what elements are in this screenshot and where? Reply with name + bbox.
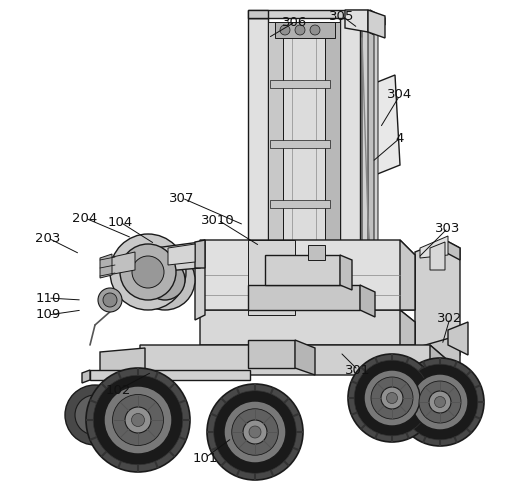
Polygon shape — [200, 240, 415, 310]
Polygon shape — [82, 370, 90, 383]
Text: 304: 304 — [387, 88, 413, 102]
Text: 305: 305 — [329, 10, 355, 22]
Circle shape — [145, 260, 185, 300]
Polygon shape — [430, 242, 445, 270]
Circle shape — [232, 409, 278, 455]
Circle shape — [364, 370, 420, 426]
Polygon shape — [415, 335, 460, 375]
Circle shape — [112, 394, 163, 446]
Polygon shape — [362, 25, 378, 275]
Polygon shape — [248, 240, 295, 315]
Circle shape — [371, 377, 413, 419]
Polygon shape — [100, 254, 112, 278]
Text: 204: 204 — [72, 212, 98, 224]
Circle shape — [93, 376, 183, 464]
Circle shape — [75, 395, 115, 435]
Circle shape — [381, 387, 403, 409]
Polygon shape — [248, 10, 268, 18]
Polygon shape — [430, 345, 445, 375]
Circle shape — [310, 25, 320, 35]
Polygon shape — [155, 242, 200, 272]
Polygon shape — [248, 340, 295, 368]
Polygon shape — [340, 18, 360, 290]
Text: 306: 306 — [282, 16, 308, 28]
Circle shape — [110, 234, 186, 310]
Circle shape — [135, 250, 195, 310]
Circle shape — [386, 392, 397, 404]
Circle shape — [120, 244, 176, 300]
Text: 101: 101 — [192, 452, 218, 464]
Text: 102: 102 — [106, 384, 131, 396]
Polygon shape — [445, 240, 460, 260]
Polygon shape — [248, 285, 360, 310]
Text: 109: 109 — [35, 308, 61, 322]
Polygon shape — [265, 255, 340, 285]
Polygon shape — [448, 322, 468, 355]
Circle shape — [402, 364, 478, 440]
Text: 3010: 3010 — [201, 214, 235, 226]
Polygon shape — [140, 345, 445, 375]
Polygon shape — [420, 236, 448, 258]
Polygon shape — [295, 340, 315, 375]
Circle shape — [354, 360, 430, 436]
Polygon shape — [195, 240, 205, 268]
Circle shape — [295, 25, 305, 35]
Circle shape — [125, 407, 151, 433]
Polygon shape — [195, 240, 205, 320]
Polygon shape — [360, 18, 375, 295]
Polygon shape — [308, 245, 325, 260]
Circle shape — [429, 391, 451, 413]
Polygon shape — [108, 252, 135, 275]
Polygon shape — [368, 10, 385, 38]
Polygon shape — [325, 22, 340, 285]
Circle shape — [348, 354, 436, 442]
Polygon shape — [283, 22, 325, 285]
Text: 307: 307 — [170, 192, 194, 204]
Circle shape — [435, 396, 446, 407]
Polygon shape — [268, 22, 283, 285]
Polygon shape — [400, 240, 415, 310]
Text: 303: 303 — [435, 222, 461, 234]
Polygon shape — [270, 140, 330, 148]
Circle shape — [104, 386, 172, 454]
Circle shape — [132, 256, 164, 288]
Polygon shape — [370, 75, 400, 175]
Polygon shape — [415, 240, 460, 360]
Text: 203: 203 — [35, 232, 61, 244]
Polygon shape — [370, 10, 385, 25]
Polygon shape — [248, 18, 268, 290]
Circle shape — [207, 384, 303, 480]
Circle shape — [224, 401, 286, 463]
Circle shape — [65, 385, 125, 445]
Polygon shape — [168, 244, 195, 265]
Polygon shape — [270, 80, 330, 88]
Text: 301: 301 — [345, 364, 371, 376]
Circle shape — [103, 293, 117, 307]
Text: 104: 104 — [107, 216, 133, 228]
Circle shape — [98, 288, 122, 312]
Polygon shape — [368, 32, 374, 268]
Text: 302: 302 — [437, 312, 463, 324]
Polygon shape — [100, 348, 145, 375]
Polygon shape — [400, 310, 415, 345]
Polygon shape — [360, 285, 375, 317]
Circle shape — [280, 25, 290, 35]
Circle shape — [419, 381, 461, 423]
Circle shape — [249, 426, 261, 438]
Polygon shape — [275, 22, 335, 38]
Circle shape — [86, 368, 190, 472]
Circle shape — [412, 374, 468, 430]
Polygon shape — [90, 370, 250, 380]
Polygon shape — [270, 200, 330, 208]
Polygon shape — [345, 10, 368, 32]
Circle shape — [214, 390, 296, 473]
Polygon shape — [248, 10, 370, 18]
Polygon shape — [200, 310, 415, 345]
Text: 110: 110 — [35, 292, 61, 304]
Circle shape — [243, 420, 267, 444]
Text: 4: 4 — [396, 132, 404, 144]
Circle shape — [132, 414, 145, 426]
Polygon shape — [340, 255, 352, 290]
Circle shape — [396, 358, 484, 446]
